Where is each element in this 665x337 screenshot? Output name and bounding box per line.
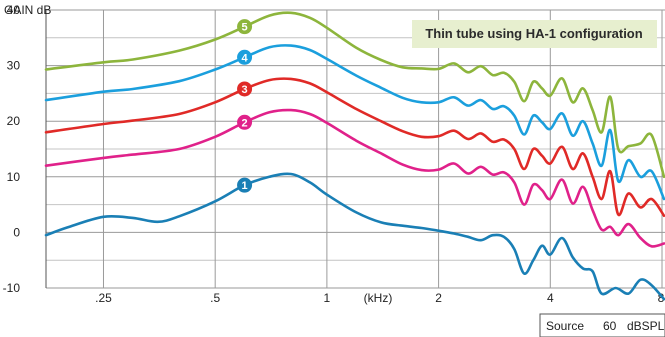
source-box-frame <box>539 313 665 337</box>
source-label: Source <box>546 319 584 333</box>
x-unit-label: (kHz) <box>364 291 393 305</box>
series-lines <box>44 11 665 301</box>
source-box: Source 60 dBSPL <box>539 313 665 337</box>
source-unit: dBSPL <box>627 319 665 333</box>
series-line-4 <box>44 44 665 201</box>
series-marker-label-5: 5 <box>242 22 248 34</box>
series-markers: 1 2 3 4 5 <box>237 19 253 193</box>
series-line-2 <box>44 108 665 248</box>
title-box-background <box>412 20 657 48</box>
x-tick-label: 8 <box>658 291 665 305</box>
title-box: Thin tube using HA-1 configuration <box>412 20 657 48</box>
series-marker-2 <box>237 114 253 130</box>
series-marker-3 <box>237 81 253 97</box>
y-tick-label: 40 <box>7 3 21 17</box>
series-marker-5 <box>237 19 253 35</box>
series-marker-1 <box>237 177 253 193</box>
y-tick-label: 10 <box>7 170 21 184</box>
series-line-5 <box>44 11 665 179</box>
series-marker-label-4: 4 <box>242 52 249 64</box>
series-line-1 <box>44 172 665 301</box>
x-tick-label: 1 <box>324 291 331 305</box>
y-axis-label: GAIN dB <box>4 3 51 17</box>
x-tick-label: 2 <box>435 291 442 305</box>
x-tick-label: .25 <box>95 291 112 305</box>
series-marker-label-3: 3 <box>242 84 248 96</box>
x-tick-labels: .25 .5 1 2 4 8 <box>95 291 665 305</box>
y-tick-label: 0 <box>13 225 20 239</box>
series-marker-label-1: 1 <box>242 180 248 192</box>
grid-lines <box>45 9 665 289</box>
y-tick-label: 20 <box>7 114 21 128</box>
y-tick-label: 30 <box>7 59 21 73</box>
chart-title: Thin tube using HA-1 configuration <box>425 26 642 41</box>
y-tick-labels: -10 0 10 20 30 40 <box>3 3 21 295</box>
source-level: 60 <box>603 319 617 333</box>
series-marker-4 <box>237 49 253 65</box>
x-tick-label: 4 <box>547 291 554 305</box>
series-line-3 <box>44 77 665 217</box>
series-marker-label-2: 2 <box>242 117 248 129</box>
y-tick-label: -10 <box>3 281 21 295</box>
x-tick-label: .5 <box>210 291 220 305</box>
